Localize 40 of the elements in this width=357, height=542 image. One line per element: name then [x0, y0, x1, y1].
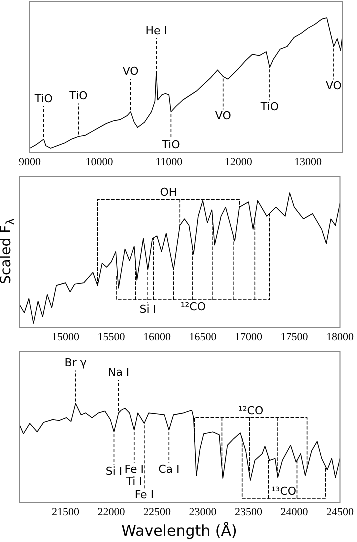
annotation: VO	[326, 80, 342, 93]
x-tick-label: 9000	[19, 156, 42, 168]
annotation: Si I	[140, 302, 156, 316]
annotation: He I	[146, 24, 168, 38]
annotation: TiO	[34, 92, 54, 106]
x-tick-label: 23500	[235, 506, 263, 518]
x-tick-label: 13000	[294, 156, 322, 168]
annotation: VO	[215, 110, 232, 123]
annotation: VO	[122, 64, 140, 78]
x-tick-label: 16000	[144, 331, 172, 344]
annotation: TiO	[161, 138, 181, 152]
x-tick-label: 21500	[52, 506, 80, 518]
annotation: TiO	[260, 100, 280, 114]
annotation: Na I	[108, 366, 130, 380]
x-tick-label: 10000	[86, 156, 114, 168]
x-tick-label: 16500	[189, 331, 218, 344]
x-tick-label: 17500	[280, 331, 309, 344]
x-tick-label: 15500	[98, 331, 126, 344]
x-tick-label: 24500	[326, 506, 354, 518]
x-tick-label: 17000	[235, 331, 263, 344]
annotation: Ca I	[158, 463, 180, 476]
annotation: Fe I	[134, 488, 154, 502]
annotation: Si I	[106, 465, 123, 478]
annotation: TiO	[68, 90, 88, 103]
series-label: ¹²CO	[180, 300, 206, 314]
series-label: ¹³CO	[271, 484, 297, 498]
x-tick-label: 18000	[326, 331, 354, 344]
x-axis-title: Wavelength (Å)	[120, 522, 238, 540]
annotation: Fe I	[124, 463, 144, 476]
x-tick-label: 12000	[224, 156, 253, 168]
x-tick-label: 22500	[144, 506, 172, 518]
annotation: Ti I	[125, 475, 142, 488]
x-tick-label: 15000	[52, 331, 80, 344]
x-tick-label: 24000	[280, 506, 309, 518]
x-tick-label: 22000	[98, 506, 126, 518]
series-label: ¹²CO	[238, 404, 264, 418]
annotation: Br γ	[64, 356, 88, 370]
x-tick-label: 11000	[156, 156, 184, 168]
x-tick-label: 23000	[189, 506, 218, 518]
series-label: OH	[160, 186, 178, 199]
